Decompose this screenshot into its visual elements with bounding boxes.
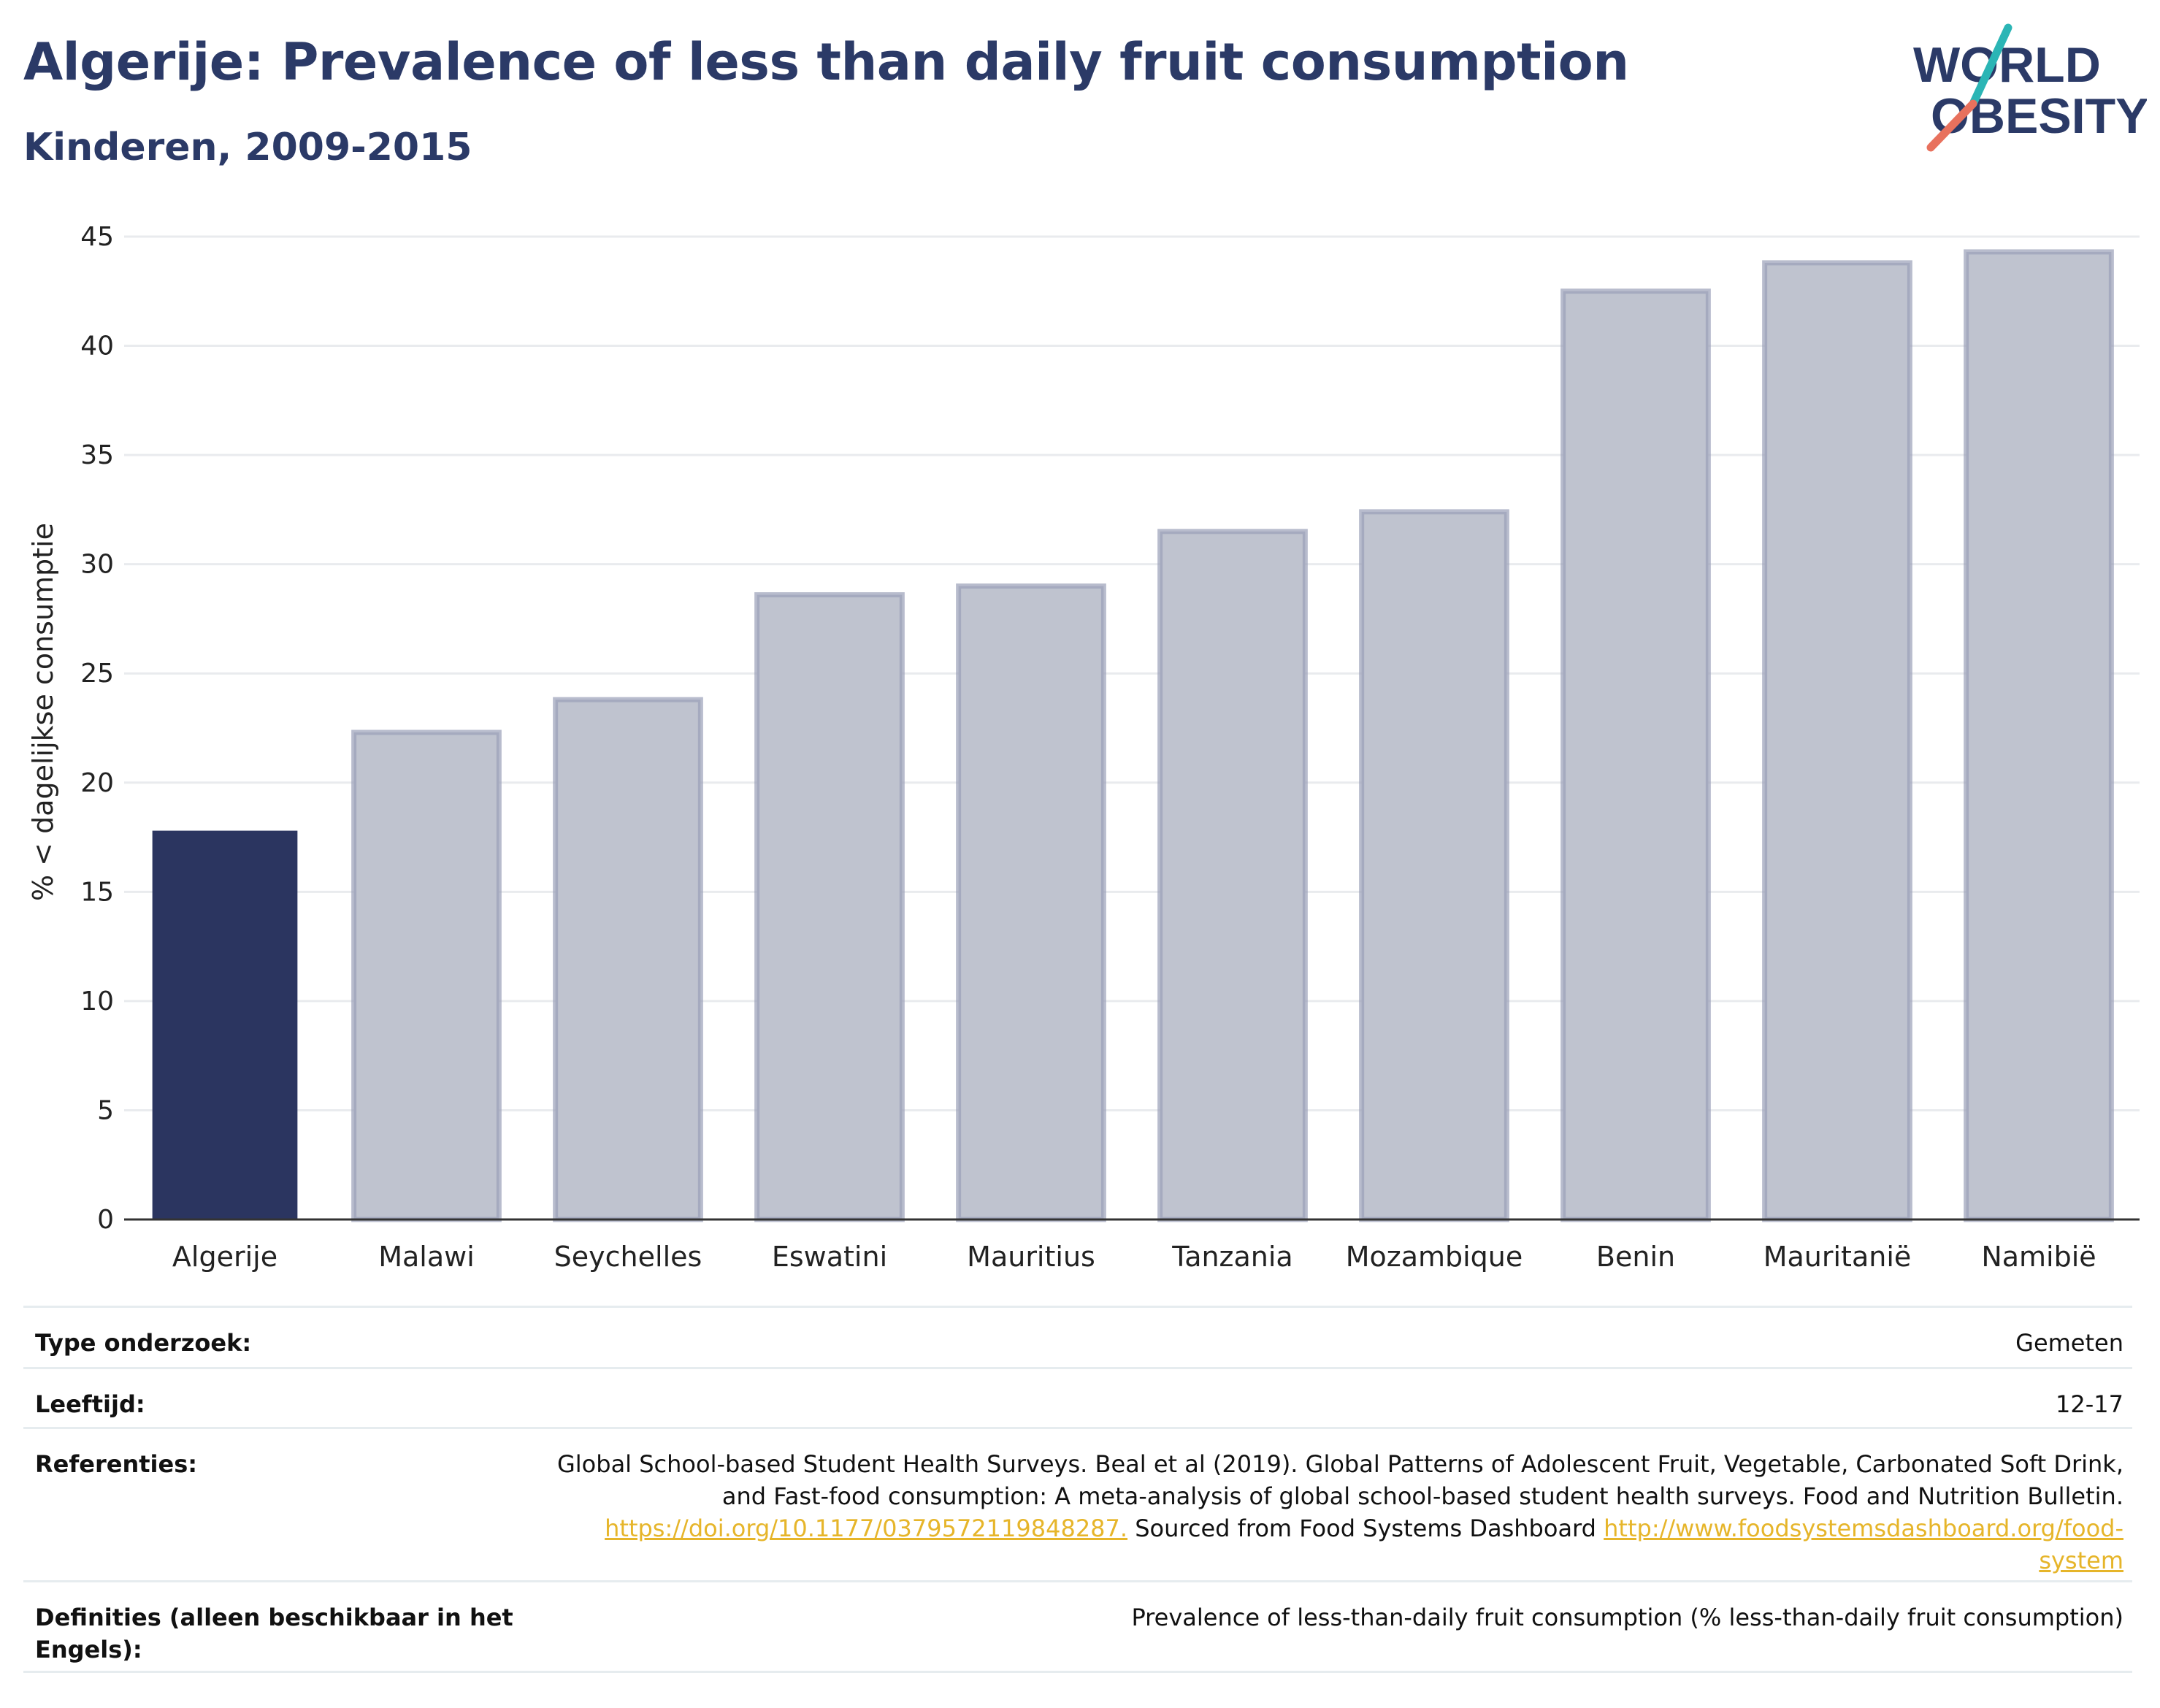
references-line-3: https://doi.org/10.1177/0379572119848287… bbox=[444, 1512, 2123, 1544]
meta-row-age: Leeftijd: 12-17 bbox=[23, 1367, 2132, 1427]
meta-row-type: Type onderzoek: Gemeten bbox=[23, 1306, 2132, 1367]
y-tick-label: 15 bbox=[80, 877, 114, 907]
y-tick-label: 30 bbox=[80, 550, 114, 580]
dashboard-link[interactable]: http://www.foodsystemsdashboard.org/food… bbox=[1604, 1514, 2123, 1542]
bar-benin[interactable] bbox=[1560, 288, 1711, 1222]
age-value: 12-17 bbox=[2056, 1390, 2123, 1418]
x-tick-label: Mauritius bbox=[967, 1241, 1095, 1273]
bar-mauritius[interactable] bbox=[956, 583, 1106, 1222]
y-tick-label: 25 bbox=[80, 659, 114, 689]
definitions-label: Definities (alleen beschikbaar in het En… bbox=[35, 1601, 546, 1666]
doi-link[interactable]: https://doi.org/10.1177/0379572119848287… bbox=[605, 1514, 1128, 1542]
y-tick-label: 10 bbox=[80, 987, 114, 1016]
meta-bottom-rule bbox=[23, 1671, 2132, 1673]
chart-title: Algerije: Prevalence of less than daily … bbox=[23, 32, 1629, 92]
y-tick-label: 5 bbox=[97, 1095, 114, 1125]
y-tick-label: 0 bbox=[97, 1205, 114, 1235]
bar-malawi[interactable] bbox=[351, 729, 502, 1222]
x-tick-label: Tanzania bbox=[1171, 1241, 1292, 1273]
bar-seychelles[interactable] bbox=[553, 697, 703, 1222]
age-label: Leeftijd: bbox=[35, 1390, 145, 1418]
bar-eswatini[interactable] bbox=[754, 592, 905, 1222]
y-tick-label: 35 bbox=[80, 440, 114, 470]
references-line-4: system bbox=[444, 1544, 2123, 1577]
references-label: Referenties: bbox=[35, 1450, 198, 1478]
axes: 0 5 10 15 20 25 30 35 40 45 Algerije Malawi Seychell… bbox=[80, 222, 2140, 1273]
bar-tanzania[interactable] bbox=[1157, 529, 1308, 1222]
bars bbox=[152, 249, 2114, 1222]
y-tick-label: 20 bbox=[80, 768, 114, 798]
x-tick-label: Mauritanië bbox=[1763, 1241, 1912, 1273]
definitions-value: Prevalence of less-than-daily fruit cons… bbox=[1131, 1604, 2123, 1631]
type-value: Gemeten bbox=[2015, 1329, 2123, 1357]
x-tick-label: Eswatini bbox=[772, 1241, 887, 1273]
x-tick-label: Benin bbox=[1596, 1241, 1675, 1273]
references-sourced-text: Sourced from Food Systems Dashboard bbox=[1127, 1514, 1604, 1542]
bar-mauritanië[interactable] bbox=[1762, 260, 1912, 1222]
y-axis-label: % < dagelijkse consumptie bbox=[27, 523, 59, 901]
logo-slash-coral bbox=[1926, 99, 1977, 152]
definitions-label-line-2: Engels): bbox=[35, 1636, 142, 1663]
bar-algerije[interactable] bbox=[152, 830, 298, 1219]
x-tick-label: Mozambique bbox=[1346, 1241, 1523, 1273]
meta-row-definitions: Definities (alleen beschikbaar in het En… bbox=[23, 1580, 2132, 1671]
dashboard-link-continued[interactable]: system bbox=[2039, 1547, 2123, 1574]
logo-slash-teal bbox=[1969, 23, 2012, 108]
x-tick-label: Namibië bbox=[1981, 1241, 2096, 1273]
world-obesity-logo: WORLD OBESITY bbox=[1913, 23, 2147, 152]
references-value: Global School-based Student Health Surve… bbox=[444, 1448, 2123, 1577]
bar-namibië[interactable] bbox=[1964, 249, 2114, 1222]
x-tick-label: Malawi bbox=[378, 1241, 475, 1273]
references-line-2: and Fast-food consumption: A meta-analys… bbox=[721, 1482, 2123, 1510]
y-tick-label: 45 bbox=[80, 222, 114, 252]
logo-line1: WORLD bbox=[1913, 37, 2101, 93]
chart-subtitle: Kinderen, 2009-2015 bbox=[23, 126, 472, 169]
bar-mozambique[interactable] bbox=[1359, 509, 1509, 1222]
meta-row-references: Referenties: Global School-based Student… bbox=[23, 1427, 2132, 1580]
bar-chart: 0 5 10 15 20 25 30 35 40 45 Algerije Malawi Seychell… bbox=[27, 222, 2140, 1273]
type-label: Type onderzoek: bbox=[35, 1329, 252, 1357]
x-tick-label: Algerije bbox=[172, 1241, 277, 1273]
logo-line2: OBESITY bbox=[1931, 88, 2147, 144]
references-line-1: Global School-based Student Health Surve… bbox=[556, 1450, 2123, 1478]
definitions-label-line-1: Definities (alleen beschikbaar in het bbox=[35, 1604, 513, 1631]
y-tick-label: 40 bbox=[80, 332, 114, 361]
x-tick-label: Seychelles bbox=[554, 1241, 702, 1273]
